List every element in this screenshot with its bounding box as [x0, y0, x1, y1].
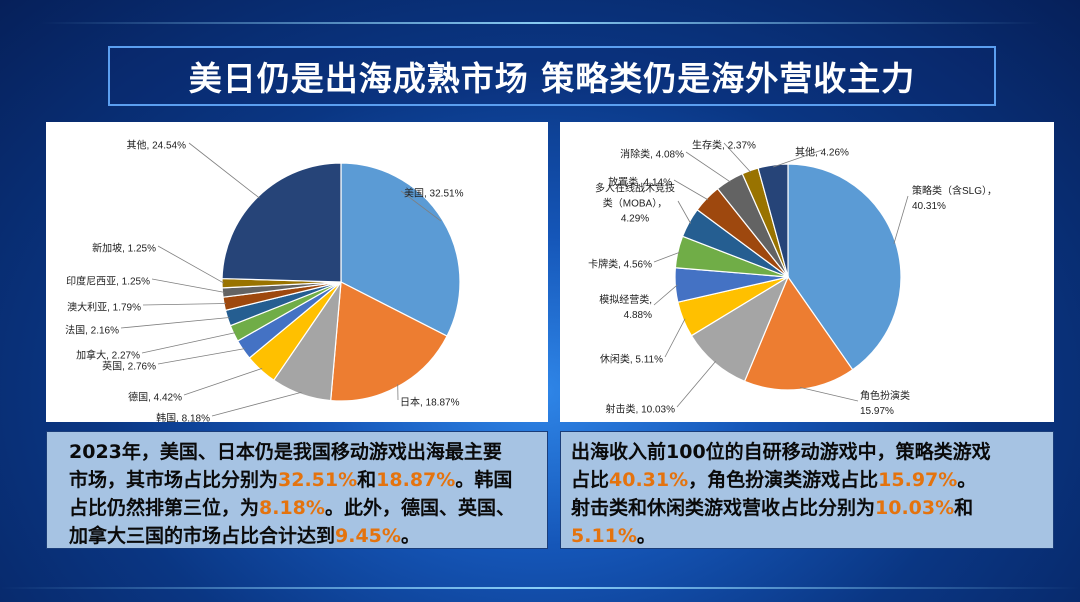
pie-labels: 策略类（含SLG）， 40.31% 角色扮演类 15.97% 射击类, 10.03% 休闲… — [588, 139, 997, 418]
slice-label: 4.88% — [624, 310, 652, 321]
leader-line — [188, 142, 260, 199]
summary-text: 和 — [357, 469, 377, 491]
slice-label: 消除类, 4.08% — [620, 148, 684, 161]
market-share-pie-chart: 美国, 32.51% 日本, 18.87% 韩国, 8.18% 德国, 4.42% 英国… — [65, 139, 464, 425]
summary-line: 市场，其市场占比分别为32.51%和18.87%。韩国 — [69, 466, 537, 494]
page-title: 美日仍是出海成熟市场 策略类仍是海外营收主力 — [188, 59, 916, 98]
summary-line: 射击类和休闲类游戏营收占比分别为10.03%和 — [571, 494, 1043, 522]
leader-line — [673, 179, 709, 201]
slice-label: 德国, 4.42% — [128, 391, 182, 404]
highlight-value: 32.51% — [278, 469, 358, 491]
summary-text: 占比 — [571, 469, 610, 491]
leader-line — [799, 387, 859, 402]
slice-label: 15.97% — [860, 406, 894, 417]
slice-label: 射击类, 10.03% — [606, 403, 676, 416]
pie-slices — [221, 162, 461, 402]
slice-label: 模拟经营类, — [599, 293, 652, 306]
summary-line: 加拿大三国的市场占比合计达到9.45%。 — [69, 522, 537, 550]
leader-line — [653, 251, 680, 263]
title-banner: 美日仍是出海成熟市场 策略类仍是海外营收主力 — [108, 46, 996, 106]
leader-line — [677, 200, 692, 224]
pie-slices — [674, 163, 902, 391]
summary-text: 。韩国 — [455, 469, 513, 491]
summary-text: 和 — [954, 497, 974, 519]
slice-label: 澳大利亚, 1.79% — [67, 301, 141, 314]
slice-label: 英国, 2.76% — [102, 360, 156, 373]
highlight-value: 5.11% — [571, 525, 637, 547]
summary-text: 。 — [957, 469, 977, 491]
leader-line — [120, 317, 230, 329]
summary-text: ，角色扮演类游戏占比 — [688, 469, 879, 491]
summary-text: 。 — [400, 525, 420, 547]
slice-label: 其他, 4.26% — [795, 146, 849, 159]
pie-slice — [221, 162, 342, 283]
highlight-value: 40.31% — [609, 469, 689, 491]
slice-label: 4.29% — [621, 214, 649, 225]
leader-line — [664, 318, 686, 358]
summary-line: 2023年，美国、日本仍是我国移动游戏出海最主要 — [69, 438, 537, 466]
slice-label: 卡牌类, 4.56% — [588, 258, 652, 271]
leader-line — [211, 391, 302, 417]
slice-label: 放置类, 4.14% — [608, 176, 672, 189]
pie-slice — [340, 162, 461, 337]
pie-slice — [743, 275, 854, 391]
slice-label: 生存类, 2.37% — [692, 139, 756, 152]
summary-text: 占比仍然排第三位，为 — [69, 497, 260, 519]
summary-text: 2023年，美国、日本仍是我国移动游戏出海最主要 — [69, 441, 502, 463]
pie-slice — [330, 281, 448, 402]
leader-line — [773, 149, 823, 168]
leader-line — [183, 368, 263, 396]
market-summary-text: 2023年，美国、日本仍是我国移动游戏出海最主要 市场，其市场占比分别为32.51… — [46, 431, 548, 549]
summary-line: 占比仍然排第三位，为8.18%。此外，德国、英国、 — [69, 494, 537, 522]
summary-line: 占比40.31%，角色扮演类游戏占比15.97%。 — [571, 466, 1043, 494]
leader-line — [685, 151, 731, 183]
summary-text: 。此外，德国、英国、 — [324, 497, 515, 519]
genre-summary-text: 出海收入前100位的自研移动游戏中，策略类游戏 占比40.31%，角色扮演类游戏占… — [560, 431, 1054, 549]
slice-label: 多人在线战术竞技 — [595, 182, 675, 195]
slice-label: 印度尼西亚, 1.25% — [66, 275, 150, 288]
leader-line — [157, 245, 225, 284]
decorative-light-line-top — [40, 22, 1040, 24]
summary-text: 。 — [636, 525, 656, 547]
slice-label: 加拿大, 2.27% — [76, 349, 140, 362]
leader-line — [723, 142, 752, 173]
leader-line — [141, 332, 236, 354]
leader-line — [151, 278, 225, 293]
slice-label: 美国, 32.51% — [404, 187, 464, 200]
leader-line — [653, 284, 678, 306]
leader-line — [893, 195, 909, 244]
leader-line — [400, 190, 442, 222]
slice-label: 其他, 24.54% — [127, 139, 187, 152]
highlight-value: 15.97% — [878, 469, 958, 491]
market-share-chart-panel: 美国, 32.51% 日本, 18.87% 韩国, 8.18% 德国, 4.42% 英国… — [46, 122, 548, 425]
decorative-light-line-bottom — [0, 587, 1080, 589]
slice-label: 新加坡, 1.25% — [92, 242, 156, 255]
slice-label: 角色扮演类 — [860, 389, 910, 402]
pie-slice — [787, 163, 902, 371]
leader-line — [676, 360, 717, 408]
summary-text: 加拿大三国的市场占比合计达到 — [69, 525, 336, 547]
slice-label: 休闲类, 5.11% — [600, 353, 663, 366]
summary-text: 射击类和休闲类游戏营收占比分别为 — [571, 497, 876, 519]
genre-share-chart-panel: 策略类（含SLG）， 40.31% 角色扮演类 15.97% 射击类, 10.03% 休闲… — [560, 122, 1054, 422]
highlight-value: 9.45% — [335, 525, 401, 547]
summary-text: 市场，其市场占比分别为 — [69, 469, 279, 491]
summary-text: 出海收入前100位的自研移动游戏中，策略类游戏 — [571, 441, 991, 463]
slice-label: 法国, 2.16% — [65, 324, 119, 337]
leader-line — [142, 303, 227, 306]
slice-label: 韩国, 8.18% — [156, 412, 210, 422]
leader-line — [157, 348, 245, 365]
pie-slice — [757, 163, 789, 278]
summary-line: 出海收入前100位的自研移动游戏中，策略类游戏 — [571, 438, 1043, 466]
summary-line: 5.11%。 — [571, 522, 1043, 550]
slice-label: 策略类（含SLG）， — [912, 184, 997, 197]
pie-labels: 美国, 32.51% 日本, 18.87% 韩国, 8.18% 德国, 4.42% 英国… — [65, 139, 464, 425]
highlight-value: 18.87% — [376, 469, 456, 491]
highlight-value: 10.03% — [875, 497, 955, 519]
genre-share-pie-chart: 策略类（含SLG）， 40.31% 角色扮演类 15.97% 射击类, 10.03% 休闲… — [588, 139, 997, 418]
slice-label: 类（MOBA）， — [603, 197, 667, 210]
slice-label: 40.31% — [912, 201, 946, 212]
slice-label: 日本, 18.87% — [400, 396, 460, 409]
highlight-value: 8.18% — [259, 497, 325, 519]
